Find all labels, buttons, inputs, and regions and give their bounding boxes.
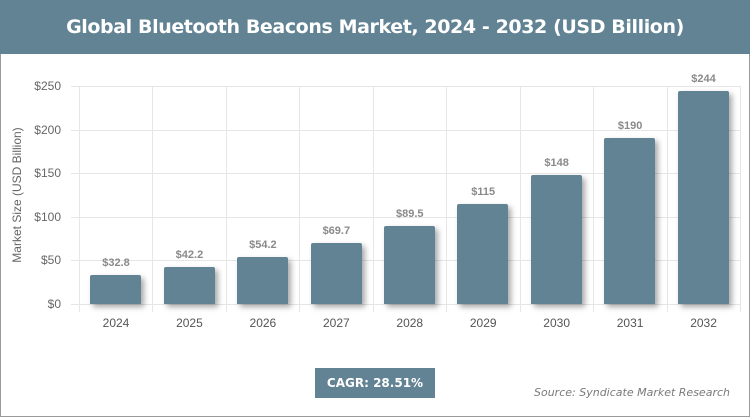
x-tick-label: 2030 [543, 316, 570, 330]
bar-value-label: $69.7 [322, 225, 351, 238]
x-tick-label: 2032 [690, 316, 717, 330]
bar-value-label: $42.2 [175, 249, 204, 262]
bar-value-label: $115 [471, 185, 496, 198]
bar-2026[interactable] [237, 256, 289, 304]
y-tick-label: $250 [34, 79, 61, 93]
y-tick-label: $100 [34, 209, 61, 224]
bar-2024[interactable] [90, 275, 142, 304]
y-axis-label: Market Size (USD Billion) [10, 127, 24, 263]
x-tick-label: 2024 [102, 316, 130, 330]
gridline-horizontal [71, 216, 740, 218]
chart-title: Global Bluetooth Beacons Market, 2024 - … [0, 0, 750, 54]
bar-value-label: $54.2 [249, 238, 277, 251]
gridline-vertical [446, 86, 448, 312]
x-tick-label: 2025 [176, 316, 203, 330]
gridline-vertical [372, 86, 374, 312]
x-tick-label: 2028 [396, 316, 424, 330]
gridline-vertical [519, 86, 521, 312]
gridline-vertical [152, 86, 154, 312]
gridline-vertical [299, 86, 301, 312]
gridline-vertical [740, 86, 741, 312]
bar-value-label: $244 [691, 73, 716, 86]
source-note: Source: Syndicate Market Research [534, 386, 730, 399]
gridline-vertical [593, 86, 595, 312]
gridline-horizontal [71, 86, 740, 87]
bar-2028[interactable] [384, 225, 435, 304]
x-tick-label: 2031 [616, 316, 644, 330]
bar-value-label: $148 [544, 156, 569, 169]
gridline-vertical [225, 86, 227, 312]
plot-area: $0 $50 $100 $150 $200 $250 $32.8 $42.2 $54.2 $69.… [34, 73, 741, 312]
cagr-badge: CAGR: 28.51% [315, 368, 435, 398]
y-tick-label: $150 [34, 166, 61, 181]
bar-2025[interactable] [163, 267, 215, 304]
bar-2027[interactable] [310, 243, 362, 304]
gridline-horizontal [71, 304, 740, 305]
y-tick-label: $200 [34, 122, 61, 137]
x-tick-label: 2027 [322, 316, 350, 330]
bar-2031[interactable] [604, 138, 656, 304]
gridline-vertical [666, 86, 668, 312]
bar-value-label: $32.8 [102, 257, 130, 270]
gridline-vertical [79, 86, 80, 312]
bar-2029[interactable] [457, 203, 509, 304]
bar-2030[interactable] [530, 174, 582, 304]
y-tick-label: $0 [47, 297, 61, 311]
bar-2032[interactable] [677, 91, 729, 304]
gridline-horizontal [71, 129, 740, 131]
gridline-horizontal [71, 173, 740, 175]
y-tick-label: $50 [40, 253, 61, 268]
bar-value-label: $190 [617, 120, 643, 133]
x-tick-label: 2029 [469, 316, 497, 330]
x-tick-label: 2026 [249, 316, 277, 330]
bar-value-label: $89.5 [396, 207, 424, 220]
